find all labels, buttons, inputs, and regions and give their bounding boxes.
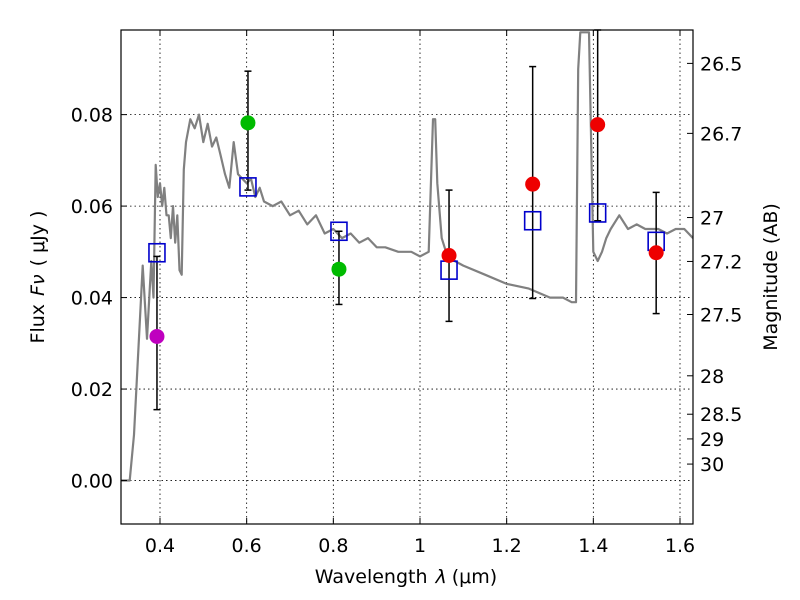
data-markers (148, 115, 665, 344)
y-axis-label-symbol: Fν (27, 274, 49, 296)
observed-point (331, 261, 347, 277)
x-tick-label: 1.2 (492, 535, 522, 557)
axis-ticks: 0.4 0.6 0.8 1 1.2 1.4 1.6 0.00 0.02 0.04 0.06 0.08 2… (71, 30, 742, 557)
y2-tick-label: 30 (700, 454, 724, 476)
x-tick-label: 0.8 (318, 535, 348, 557)
y2-axis-label: Magnitude (AB) (760, 203, 782, 351)
x-axis-label-symbol: λ (435, 566, 447, 588)
error-bars (153, 29, 660, 411)
y2-tick-label: 26.5 (700, 53, 742, 75)
x-tick-label: 0.4 (145, 535, 175, 557)
y-axis-label-unit: ( μJy ) (27, 211, 49, 267)
observed-point (525, 176, 541, 192)
x-tick-label: 1 (414, 535, 426, 557)
observed-point (648, 245, 664, 261)
y-tick-label: 0.08 (71, 105, 113, 127)
observed-point (240, 115, 256, 131)
plot-frame (120, 29, 694, 525)
y2-tick-label: 27 (700, 208, 724, 230)
y-tick-label: 0.06 (71, 196, 113, 218)
y-tick-label: 0.00 (71, 471, 113, 493)
x-axis-label: Wavelength λ (μm) (315, 566, 497, 588)
observed-point (590, 117, 606, 133)
y2-tick-label: 28.5 (700, 404, 742, 426)
y2-tick-label: 27.5 (700, 305, 742, 327)
y-tick-label: 0.02 (71, 379, 113, 401)
plot-area (121, 31, 693, 482)
model-spectrum-line (121, 31, 693, 482)
model-photometry-square (523, 210, 542, 231)
y2-tick-label: 27.2 (700, 251, 742, 273)
x-tick-label: 1.4 (578, 535, 608, 557)
x-axis-label-unit: (μm) (452, 566, 497, 588)
y2-tick-label: 28 (700, 366, 724, 388)
y-axis-label: Flux Fν ( μJy ) (27, 211, 49, 344)
observed-point (149, 328, 165, 344)
y2-tick-label: 26.7 (700, 123, 742, 145)
observed-point (441, 248, 457, 264)
x-axis-label-text: Wavelength (315, 566, 428, 588)
grid-lines (121, 30, 693, 524)
model-photometry-square (588, 203, 607, 223)
y-tick-label: 0.04 (71, 288, 113, 310)
x-tick-label: 0.6 (232, 535, 262, 557)
model-photometry-square (239, 177, 257, 197)
model-photometry-square (148, 242, 166, 263)
model-photometry-square (330, 221, 348, 242)
y2-tick-label: 29 (700, 429, 724, 451)
y-axis-label-text: Flux (27, 304, 49, 344)
x-tick-label: 1.6 (665, 535, 695, 557)
